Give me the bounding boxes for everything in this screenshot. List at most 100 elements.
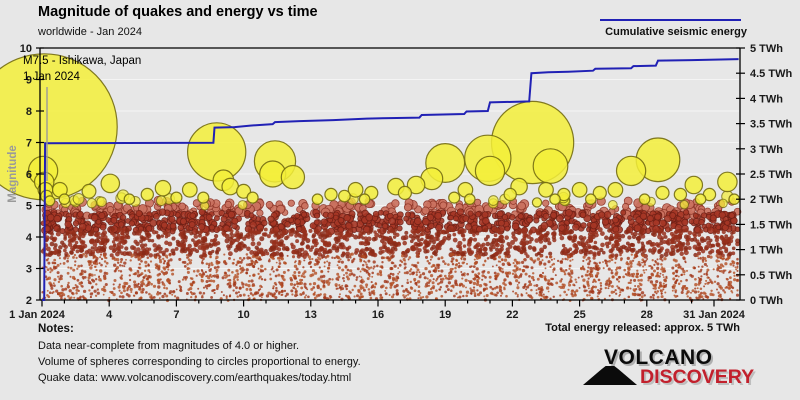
scatter-dot [503, 279, 506, 282]
scatter-dot [50, 286, 54, 290]
scatter-dot [368, 275, 371, 278]
scatter-dot [297, 274, 300, 277]
scatter-dot [567, 235, 572, 241]
scatter-dot [626, 256, 630, 261]
scatter-dot [413, 279, 416, 282]
scatter-dot [236, 295, 239, 298]
scatter-dot [472, 237, 478, 242]
scatter-dot [278, 259, 281, 262]
scatter-dot [663, 235, 668, 239]
scatter-dot [195, 230, 200, 235]
scatter-dot [426, 213, 435, 222]
scatter-dot [79, 272, 83, 276]
scatter-dot [612, 216, 619, 224]
scatter-dot [303, 296, 307, 299]
scatter-dot [429, 273, 434, 278]
scatter-dot [417, 297, 420, 300]
tick-label: 7 [173, 309, 179, 321]
scatter-dot [179, 231, 183, 236]
scatter-dot [371, 275, 374, 278]
scatter-dot [627, 281, 630, 285]
scatter-dot [503, 287, 506, 291]
scatter-dot [307, 255, 312, 259]
scatter-dot [552, 295, 555, 298]
quake-bubble [81, 183, 97, 199]
scatter-dot [427, 281, 431, 284]
scatter-dot [434, 266, 437, 269]
scatter-dot [493, 286, 497, 290]
scatter-dot [351, 261, 354, 264]
scatter-dot [148, 292, 151, 296]
scatter-dot [208, 224, 216, 231]
scatter-dot [326, 254, 330, 258]
quake-bubble [86, 198, 97, 209]
scatter-dot [456, 208, 465, 216]
scatter-dot [149, 295, 153, 299]
scatter-dot [216, 275, 220, 279]
scatter-dot [610, 284, 614, 288]
note-line-1: Data near-complete from magnitudes of 4.… [38, 340, 300, 352]
scatter-dot [419, 292, 422, 294]
scatter-dot [620, 258, 623, 262]
scatter-dot [92, 255, 96, 258]
scatter-dot [596, 271, 600, 275]
scatter-dot [519, 273, 523, 276]
scatter-dot [153, 213, 160, 220]
scatter-dot [261, 254, 264, 257]
scatter-dot [526, 265, 530, 269]
scatter-dot [238, 293, 243, 298]
scatter-dot [104, 282, 108, 287]
scatter-dot [441, 277, 445, 281]
scatter-dot [128, 220, 135, 227]
scatter-dot [452, 215, 459, 222]
scatter-dot [568, 247, 573, 252]
scatter-dot [583, 289, 587, 293]
scatter-dot [288, 217, 295, 224]
scatter-dot [530, 288, 533, 292]
scatter-dot [278, 262, 282, 265]
scatter-dot [636, 236, 641, 241]
scatter-dot [498, 255, 502, 259]
scatter-dot [67, 286, 70, 289]
scatter-dot [539, 254, 543, 258]
scatter-dot [600, 231, 605, 236]
scatter-dot [74, 240, 79, 245]
scatter-dot [241, 266, 244, 269]
scatter-dot [724, 269, 727, 272]
scatter-dot [365, 265, 369, 269]
scatter-dot [572, 223, 580, 231]
scatter-dot [587, 266, 590, 269]
scatter-dot [95, 278, 98, 281]
scatter-dot [676, 248, 681, 253]
scatter-dot [414, 217, 422, 226]
scatter-dot [49, 271, 52, 274]
scatter-dot [148, 271, 151, 274]
scatter-dot [231, 261, 235, 265]
scatter-dot [260, 278, 264, 281]
scatter-dot [119, 260, 123, 264]
scatter-dot [533, 284, 536, 287]
scatter-dot [50, 268, 54, 272]
tick-label: 1.5 TWh [750, 219, 792, 231]
scatter-dot [213, 242, 218, 247]
scatter-dot [596, 252, 601, 257]
scatter-dot [102, 253, 107, 258]
scatter-dot [475, 274, 479, 279]
scatter-dot [631, 247, 636, 252]
scatter-dot [528, 274, 531, 278]
scatter-dot [105, 217, 112, 223]
scatter-dot [474, 261, 478, 265]
scatter-dot [587, 277, 590, 280]
scatter-dot [653, 286, 657, 290]
scatter-dot [66, 271, 70, 275]
quake-bubble [532, 148, 569, 185]
scatter-dot [580, 275, 584, 278]
scatter-dot [349, 253, 352, 256]
scatter-dot [274, 295, 278, 300]
scatter-dot [317, 256, 319, 259]
legend-label: Cumulative seismic energy [605, 26, 747, 38]
scatter-dot [87, 276, 91, 280]
scatter-dot [535, 283, 539, 288]
scatter-dot [120, 258, 124, 261]
scatter-dot [719, 266, 723, 270]
